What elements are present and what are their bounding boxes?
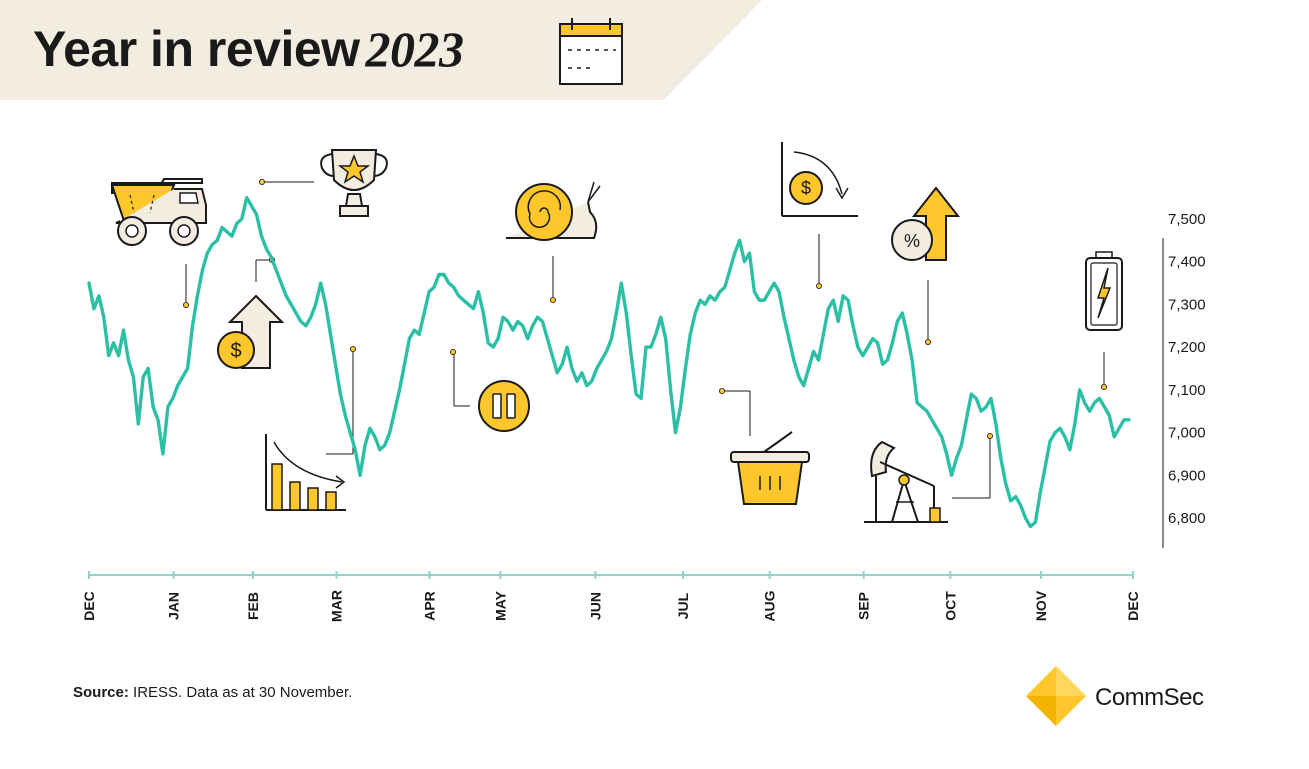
percent-up-arrow-icon: %: [891, 186, 961, 261]
x-tick-label: FEB: [245, 592, 261, 620]
y-tick-label: 7,400: [1168, 254, 1206, 271]
shopping-basket-icon: [730, 431, 810, 505]
y-tick-label: 7,000: [1168, 425, 1206, 442]
snail-icon: [506, 181, 601, 241]
line-layer: [87, 195, 1131, 529]
falling-bars-icon: [265, 434, 346, 511]
x-tick-label: DEC: [81, 591, 97, 621]
leader-dot: [449, 348, 456, 355]
leader-dot: [719, 387, 726, 394]
y-tick-label: 7,100: [1168, 382, 1206, 399]
oil-pump-icon: [864, 440, 948, 523]
x-tick-label: JAN: [166, 592, 182, 620]
y-tick-label: 6,800: [1168, 510, 1206, 527]
battery-lightning-icon: [1085, 251, 1123, 331]
leader-dot: [182, 301, 189, 308]
svg-text:%: %: [904, 231, 920, 251]
y-axis: 6,800 6,900 7,000 7,100 7,200 7,300 7,400 7,500: [1162, 211, 1206, 548]
x-tick-label: APR: [421, 591, 437, 621]
x-tick-label: OCT: [942, 591, 958, 621]
calendar-icon: [559, 18, 623, 85]
axis-layer: DEC JAN FEB MAR APR MAY JUN JUL AUG SEP OCT NOV DEC: [81, 571, 1141, 622]
leader-dot: [925, 338, 932, 345]
page-title: Year in review 2023: [33, 20, 464, 78]
y-tick-label: 7,300: [1168, 296, 1206, 313]
dump-truck-icon: [110, 178, 207, 246]
leader-dot: [987, 432, 994, 439]
x-tick-label: MAY: [492, 590, 508, 620]
x-tick-label: MAR: [328, 590, 344, 622]
source-text: IRESS. Data as at 30 November.: [133, 684, 353, 701]
leader-dot: [550, 296, 557, 303]
brand-name: CommSec: [1095, 684, 1204, 711]
title-main: Year in review: [33, 21, 360, 77]
leader-dot: [258, 178, 265, 185]
leader-dot: [816, 282, 823, 289]
commsec-diamond-logo: [1026, 666, 1086, 726]
dollar-up-arrow-icon: $: [217, 294, 285, 369]
x-tick-label: DEC: [1125, 591, 1141, 621]
leader-dot: [349, 345, 356, 352]
title-year: 2023: [365, 21, 465, 77]
x-tick-label: JUL: [675, 592, 691, 619]
icon-layer: $: [110, 142, 1123, 523]
title-banner: Year in review 2023: [0, 0, 1309, 110]
x-tick-label: NOV: [1033, 590, 1049, 621]
y-tick-label: 6,900: [1168, 467, 1206, 484]
source-note: Source: IRESS. Data as at 30 November.: [73, 684, 352, 701]
y-tick-label: 7,200: [1168, 339, 1206, 356]
leader-dot: [1101, 383, 1108, 390]
dollar-down-trend-icon: $: [781, 142, 858, 217]
commsec-brand: CommSec: [1020, 662, 1230, 732]
pause-button-icon: [478, 380, 530, 432]
series-line: [87, 195, 1131, 529]
x-tick-label: AUG: [762, 590, 778, 621]
y-tick-label: 7,500: [1168, 211, 1206, 228]
trophy-icon: [320, 149, 388, 217]
x-tick-label: SEP: [856, 592, 872, 620]
svg-text:$: $: [230, 340, 241, 362]
source-label: Source:: [73, 684, 129, 701]
x-tick-label: JUN: [587, 592, 603, 620]
svg-text:$: $: [801, 178, 811, 198]
